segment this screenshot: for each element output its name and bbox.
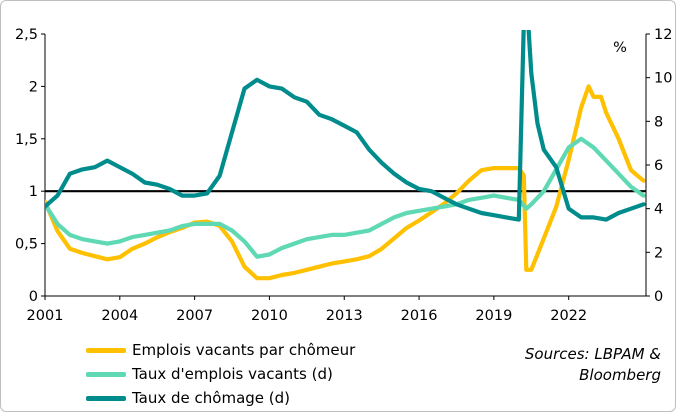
legend-label: Taux de chômage (d) bbox=[132, 389, 291, 407]
x-tick-label: 2016 bbox=[401, 308, 438, 324]
right-tick-label: 8 bbox=[654, 114, 663, 130]
source-note: Sources: LBPAM & Bloomberg bbox=[525, 344, 661, 386]
legend-label: Taux d'emplois vacants (d) bbox=[132, 365, 333, 383]
legend-swatch bbox=[86, 395, 126, 401]
x-tick-label: 2001 bbox=[27, 308, 64, 324]
x-tick-label: 2010 bbox=[251, 308, 288, 324]
series-line-taux-chomage bbox=[45, 30, 646, 222]
legend-item-taux-chomage: Taux de chômage (d) bbox=[86, 386, 355, 410]
legend-item-taux-emplois-vacants: Taux d'emplois vacants (d) bbox=[86, 362, 355, 386]
legend-swatch bbox=[86, 371, 126, 377]
left-tick-label: 2 bbox=[29, 79, 38, 95]
x-tick-label: 2022 bbox=[550, 308, 587, 324]
source-line: Bloomberg bbox=[579, 366, 661, 384]
right-axis-unit: % bbox=[613, 40, 627, 56]
legend-item-emplois-vacants: Emplois vacants par chômeur bbox=[86, 338, 355, 362]
series-line-emplois-vacants bbox=[45, 84, 646, 281]
right-tick-label: 0 bbox=[654, 289, 663, 305]
left-tick-label: 1 bbox=[29, 184, 38, 200]
left-tick-label: 2,5 bbox=[15, 27, 38, 43]
right-tick-label: 2 bbox=[654, 245, 663, 261]
series-line-taux-emplois-vacants bbox=[45, 136, 646, 259]
legend-label: Emplois vacants par chômeur bbox=[132, 341, 356, 359]
legend: Emplois vacants par chômeur Taux d'emplo… bbox=[86, 338, 355, 410]
x-tick-label: 2013 bbox=[326, 308, 363, 324]
source-line: Sources: LBPAM & bbox=[524, 345, 661, 363]
series-lines bbox=[45, 30, 646, 281]
axes: 0 0,5 1 1,5 2 2,5 0 2 4 6 8 10 12% 2001 2004 2007 2010 20… bbox=[15, 27, 673, 324]
right-tick-label: 6 bbox=[654, 158, 663, 174]
x-tick-label: 2019 bbox=[475, 308, 512, 324]
right-tick-label: 10 bbox=[654, 71, 672, 87]
right-tick-label: 12 bbox=[654, 27, 672, 43]
left-tick-label: 0,5 bbox=[15, 237, 38, 253]
right-tick-label: 4 bbox=[654, 202, 663, 218]
left-tick-label: 1,5 bbox=[15, 132, 38, 148]
legend-swatch bbox=[86, 347, 126, 353]
x-tick-label: 2004 bbox=[101, 308, 138, 324]
x-tick-label: 2007 bbox=[176, 308, 213, 324]
line-chart: 0 0,5 1 1,5 2 2,5 0 2 4 6 8 10 12% 2001 2004 2007 2010 20… bbox=[15, 27, 673, 324]
left-tick-label: 0 bbox=[29, 289, 38, 305]
